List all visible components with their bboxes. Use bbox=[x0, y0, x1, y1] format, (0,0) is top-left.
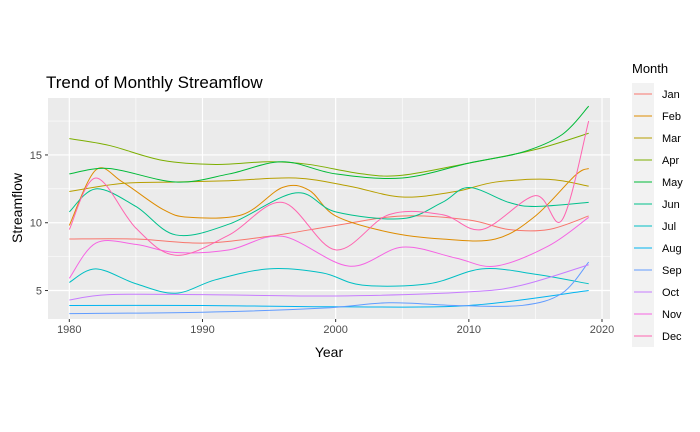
legend-label: Jul bbox=[662, 221, 676, 233]
y-tick-label: 15 bbox=[30, 150, 42, 162]
legend-item-jul: Jul bbox=[632, 215, 676, 237]
legend-item-oct: Oct bbox=[632, 281, 679, 303]
series-line-feb bbox=[68, 167, 589, 242]
x-tick-label: 1980 bbox=[57, 324, 81, 336]
legend: Jan Feb Mar Apr May Jun Jul Aug Sep Oct Nov Dec bbox=[632, 83, 683, 347]
x-tick-label: 1990 bbox=[190, 324, 214, 336]
series-line-jan bbox=[69, 215, 589, 244]
legend-item-dec: Dec bbox=[632, 325, 682, 347]
series-line-jul bbox=[69, 268, 589, 294]
y-tick-label: 5 bbox=[36, 286, 42, 298]
series-line-jun bbox=[68, 186, 589, 237]
series-line-mar bbox=[69, 177, 589, 198]
y-axis-ticks: 5 10 15 bbox=[30, 150, 48, 298]
legend-item-jun: Jun bbox=[632, 193, 680, 215]
chart-title: Trend of Monthly Streamflow bbox=[46, 73, 263, 92]
x-tick-label: 2020 bbox=[590, 324, 614, 336]
legend-label: Dec bbox=[662, 331, 682, 343]
grid-lines bbox=[48, 98, 610, 319]
legend-item-apr: Apr bbox=[632, 149, 679, 171]
legend-item-nov: Nov bbox=[632, 303, 682, 325]
legend-label: Jan bbox=[662, 89, 680, 101]
legend-label: Jun bbox=[662, 199, 680, 211]
y-tick-label: 10 bbox=[30, 218, 42, 230]
legend-label: Mar bbox=[662, 133, 681, 145]
legend-label: Sep bbox=[662, 265, 682, 277]
legend-label: Feb bbox=[662, 111, 681, 123]
series-line-sep bbox=[69, 261, 590, 315]
legend-label: Aug bbox=[662, 243, 682, 255]
legend-title: Month bbox=[632, 61, 668, 76]
x-axis-ticks: 1980 1990 2000 2010 2020 bbox=[57, 319, 614, 336]
legend-item-aug: Aug bbox=[632, 237, 682, 259]
series-line-dec bbox=[68, 120, 590, 256]
legend-item-may: May bbox=[632, 171, 683, 193]
legend-label: May bbox=[662, 177, 683, 189]
legend-label: Nov bbox=[662, 309, 682, 321]
x-tick-label: 2000 bbox=[323, 324, 347, 336]
legend-item-mar: Mar bbox=[632, 127, 681, 149]
legend-item-jan: Jan bbox=[632, 83, 680, 105]
y-axis-title: Streamflow bbox=[9, 172, 25, 243]
plot-panel bbox=[48, 98, 610, 319]
x-tick-label: 2010 bbox=[457, 324, 481, 336]
series-line-nov bbox=[68, 216, 589, 279]
series-lines bbox=[68, 105, 590, 315]
x-axis-title: Year bbox=[315, 344, 344, 360]
series-line-may bbox=[69, 105, 590, 183]
legend-item-feb: Feb bbox=[632, 105, 681, 127]
legend-label: Oct bbox=[662, 287, 679, 299]
legend-item-sep: Sep bbox=[632, 259, 682, 281]
legend-label: Apr bbox=[662, 155, 679, 167]
series-line-oct bbox=[69, 264, 589, 301]
